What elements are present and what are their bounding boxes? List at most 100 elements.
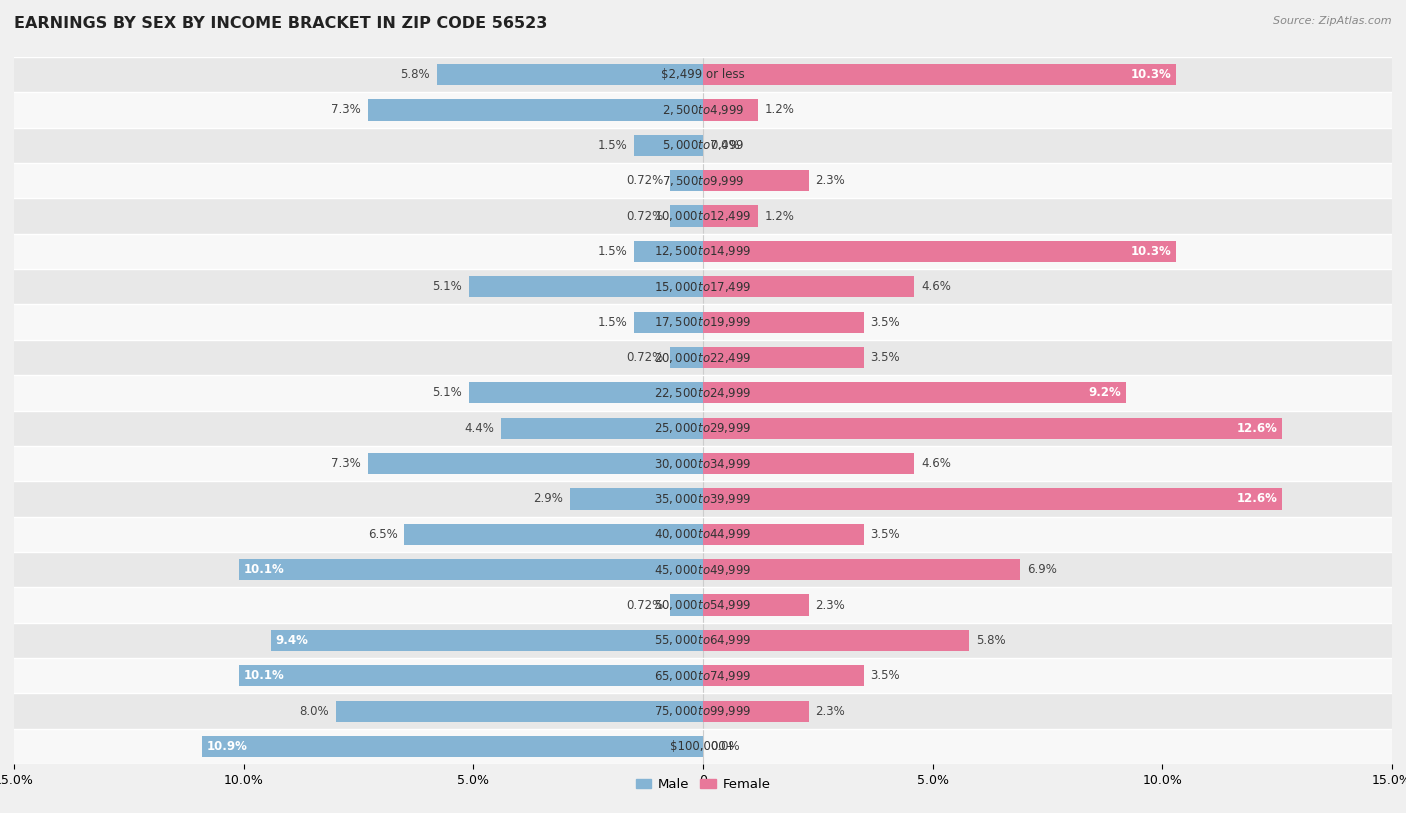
Text: 12.6%: 12.6% bbox=[1236, 493, 1277, 506]
Bar bbox=[703, 64, 1175, 85]
Bar bbox=[501, 418, 703, 439]
Bar bbox=[14, 481, 1392, 517]
Text: $55,000 to $64,999: $55,000 to $64,999 bbox=[654, 633, 752, 647]
Bar bbox=[14, 517, 1392, 552]
Bar bbox=[14, 57, 1392, 92]
Text: 12.6%: 12.6% bbox=[1236, 422, 1277, 435]
Text: 3.5%: 3.5% bbox=[870, 351, 900, 364]
Bar bbox=[703, 311, 863, 333]
Bar bbox=[437, 64, 703, 85]
Text: 1.2%: 1.2% bbox=[765, 210, 794, 223]
Bar bbox=[703, 276, 914, 298]
Bar bbox=[468, 382, 703, 403]
Text: 3.5%: 3.5% bbox=[870, 315, 900, 328]
Text: $15,000 to $17,499: $15,000 to $17,499 bbox=[654, 280, 752, 293]
Bar bbox=[14, 128, 1392, 163]
Text: 2.9%: 2.9% bbox=[533, 493, 562, 506]
Legend: Male, Female: Male, Female bbox=[630, 773, 776, 797]
Bar bbox=[569, 489, 703, 510]
Text: EARNINGS BY SEX BY INCOME BRACKET IN ZIP CODE 56523: EARNINGS BY SEX BY INCOME BRACKET IN ZIP… bbox=[14, 16, 547, 31]
Text: 5.1%: 5.1% bbox=[432, 386, 461, 399]
Text: 5.8%: 5.8% bbox=[401, 68, 430, 81]
Text: 5.8%: 5.8% bbox=[976, 634, 1005, 647]
Bar bbox=[703, 170, 808, 191]
Text: 4.4%: 4.4% bbox=[464, 422, 494, 435]
Text: $7,500 to $9,999: $7,500 to $9,999 bbox=[662, 174, 744, 188]
Text: 0.0%: 0.0% bbox=[710, 740, 740, 753]
Bar bbox=[14, 446, 1392, 481]
Text: 2.3%: 2.3% bbox=[815, 598, 845, 611]
Text: 7.3%: 7.3% bbox=[330, 457, 361, 470]
Text: 6.9%: 6.9% bbox=[1026, 563, 1057, 576]
Bar bbox=[368, 453, 703, 474]
Bar bbox=[14, 269, 1392, 304]
Text: $100,000+: $100,000+ bbox=[671, 740, 735, 753]
Text: 9.4%: 9.4% bbox=[276, 634, 309, 647]
Text: 9.2%: 9.2% bbox=[1088, 386, 1121, 399]
Text: $10,000 to $12,499: $10,000 to $12,499 bbox=[654, 209, 752, 223]
Text: $75,000 to $99,999: $75,000 to $99,999 bbox=[654, 704, 752, 718]
Text: $35,000 to $39,999: $35,000 to $39,999 bbox=[654, 492, 752, 506]
Text: $20,000 to $22,499: $20,000 to $22,499 bbox=[654, 350, 752, 364]
Text: $22,500 to $24,999: $22,500 to $24,999 bbox=[654, 386, 752, 400]
Text: 2.3%: 2.3% bbox=[815, 705, 845, 718]
Bar bbox=[703, 701, 808, 722]
Bar bbox=[14, 233, 1392, 269]
Bar bbox=[14, 411, 1392, 446]
Text: 1.5%: 1.5% bbox=[598, 245, 627, 258]
Bar bbox=[703, 665, 863, 686]
Bar bbox=[669, 206, 703, 227]
Bar bbox=[14, 552, 1392, 587]
Bar bbox=[703, 524, 863, 545]
Text: 0.72%: 0.72% bbox=[626, 598, 664, 611]
Text: 6.5%: 6.5% bbox=[368, 528, 398, 541]
Bar bbox=[634, 311, 703, 333]
Text: 10.3%: 10.3% bbox=[1130, 245, 1171, 258]
Text: 1.5%: 1.5% bbox=[598, 315, 627, 328]
Bar bbox=[14, 729, 1392, 764]
Text: 10.1%: 10.1% bbox=[243, 563, 284, 576]
Text: 10.9%: 10.9% bbox=[207, 740, 247, 753]
Bar bbox=[14, 623, 1392, 659]
Bar bbox=[703, 418, 1282, 439]
Bar bbox=[703, 347, 863, 368]
Text: $2,500 to $4,999: $2,500 to $4,999 bbox=[662, 103, 744, 117]
Text: 1.5%: 1.5% bbox=[598, 139, 627, 152]
Bar bbox=[336, 701, 703, 722]
Bar bbox=[14, 198, 1392, 234]
Text: 3.5%: 3.5% bbox=[870, 528, 900, 541]
Text: 3.5%: 3.5% bbox=[870, 669, 900, 682]
Bar bbox=[703, 559, 1019, 580]
Bar bbox=[202, 736, 703, 757]
Text: 5.1%: 5.1% bbox=[432, 280, 461, 293]
Text: 0.72%: 0.72% bbox=[626, 351, 664, 364]
Text: 0.72%: 0.72% bbox=[626, 210, 664, 223]
Bar bbox=[669, 170, 703, 191]
Bar bbox=[669, 347, 703, 368]
Text: $17,500 to $19,999: $17,500 to $19,999 bbox=[654, 315, 752, 329]
Text: 4.6%: 4.6% bbox=[921, 457, 950, 470]
Text: 0.0%: 0.0% bbox=[710, 139, 740, 152]
Bar bbox=[703, 453, 914, 474]
Bar bbox=[703, 594, 808, 615]
Bar bbox=[14, 659, 1392, 693]
Bar bbox=[703, 382, 1126, 403]
Bar bbox=[669, 594, 703, 615]
Bar bbox=[271, 630, 703, 651]
Text: 0.72%: 0.72% bbox=[626, 174, 664, 187]
Text: 8.0%: 8.0% bbox=[299, 705, 329, 718]
Bar bbox=[703, 206, 758, 227]
Text: 10.3%: 10.3% bbox=[1130, 68, 1171, 81]
Text: 2.3%: 2.3% bbox=[815, 174, 845, 187]
Text: 1.2%: 1.2% bbox=[765, 103, 794, 116]
Bar bbox=[239, 665, 703, 686]
Bar bbox=[14, 304, 1392, 340]
Text: $12,500 to $14,999: $12,500 to $14,999 bbox=[654, 245, 752, 259]
Bar bbox=[14, 163, 1392, 198]
Bar bbox=[703, 630, 969, 651]
Bar bbox=[405, 524, 703, 545]
Text: 7.3%: 7.3% bbox=[330, 103, 361, 116]
Text: 10.1%: 10.1% bbox=[243, 669, 284, 682]
Bar bbox=[468, 276, 703, 298]
Bar bbox=[703, 241, 1175, 262]
